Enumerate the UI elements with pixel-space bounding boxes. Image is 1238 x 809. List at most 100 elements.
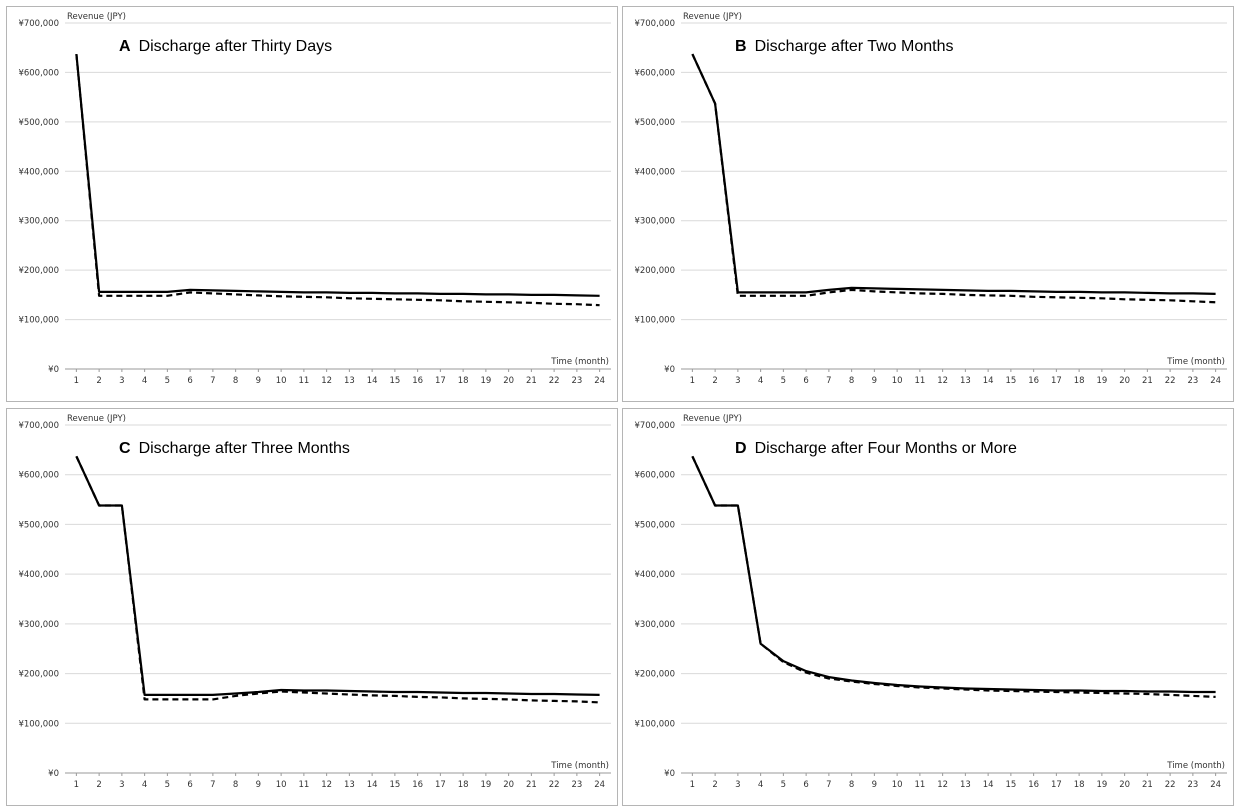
chart-d-x-tick-label: 15 xyxy=(1005,780,1016,790)
chart-d-letter: D xyxy=(735,440,747,457)
chart-d-series-solid-line xyxy=(691,455,1216,694)
chart-b-series-dashed-line xyxy=(691,53,1216,304)
chart-b-x-tick-label: 22 xyxy=(1165,376,1176,386)
chart-b-x-tick-label: 12 xyxy=(937,376,948,386)
chart-b-y-tick-label: ¥600,000 xyxy=(634,68,675,78)
chart-b-x-tick-label: 13 xyxy=(960,376,971,386)
chart-c-x-tick-label: 17 xyxy=(435,780,446,790)
chart-d-x-tick-label: 22 xyxy=(1165,780,1176,790)
chart-d-series-dashed-line xyxy=(691,455,1216,698)
chart-d-y-tick-label: ¥400,000 xyxy=(634,570,675,580)
chart-a-x-tick-label: 10 xyxy=(276,376,287,386)
chart-c-title-text: Discharge after Three Months xyxy=(139,440,350,457)
chart-c-x-axis-title: Time (month) xyxy=(550,761,609,771)
chart-b-x-axis-title: Time (month) xyxy=(1166,357,1225,367)
chart-a-x-tick-label: 5 xyxy=(165,376,170,386)
chart-d-y-tick-label: ¥0 xyxy=(664,769,675,779)
chart-c-x-tick-label: 12 xyxy=(321,780,332,790)
chart-panel-c: ¥0 ¥100,000 ¥200,000 ¥300,000 ¥400,000 ¥500,0… xyxy=(6,408,618,806)
chart-a-x-tick-label: 18 xyxy=(458,376,469,386)
line-chart-a: ¥0 ¥100,000 ¥200,000 ¥300,000 ¥400,000 ¥500,0… xyxy=(18,12,611,386)
chart-c-y-tick-label: ¥100,000 xyxy=(18,719,59,729)
chart-a-title: A Discharge after Thirty Days xyxy=(119,38,332,55)
chart-b-y-tick-label: ¥300,000 xyxy=(634,217,675,227)
chart-b-x-tick-label: 1 xyxy=(690,376,695,386)
line-chart-b: ¥0 ¥100,000 ¥200,000 ¥300,000 ¥400,000 ¥500,0… xyxy=(634,12,1227,386)
chart-c-x-tick-label: 5 xyxy=(165,780,170,790)
chart-panel-d: ¥0 ¥100,000 ¥200,000 ¥300,000 ¥400,000 ¥500,0… xyxy=(622,408,1234,806)
chart-d-y-tick-label: ¥100,000 xyxy=(634,719,675,729)
chart-a-x-tick-label: 17 xyxy=(435,376,446,386)
chart-a-y-tick-label: ¥300,000 xyxy=(18,217,59,227)
chart-b-letter: B xyxy=(735,38,747,55)
chart-d-x-tick-label: 23 xyxy=(1187,780,1198,790)
chart-b-x-tick-label: 10 xyxy=(892,376,903,386)
chart-a-y-tick-label: ¥0 xyxy=(48,365,59,375)
chart-c-x-tick-label: 2 xyxy=(96,780,101,790)
chart-a-y-tick-label: ¥600,000 xyxy=(18,68,59,78)
chart-d-x-tick-label: 1 xyxy=(690,780,695,790)
chart-b-x-tick-label: 7 xyxy=(826,376,831,386)
chart-c-x-tick-label: 16 xyxy=(412,780,423,790)
chart-d-x-tick-label: 6 xyxy=(803,780,808,790)
chart-b-x-tick-label: 18 xyxy=(1074,376,1085,386)
chart-b-x-tick-label: 20 xyxy=(1119,376,1130,386)
chart-a-x-tick-label: 15 xyxy=(389,376,400,386)
chart-d-x-tick-label: 3 xyxy=(735,780,740,790)
chart-a-y-tick-label: ¥200,000 xyxy=(18,266,59,276)
chart-b-x-tick-label: 3 xyxy=(735,376,740,386)
chart-c-x-tick-label: 15 xyxy=(389,780,400,790)
chart-c-x-tick-label: 6 xyxy=(187,780,192,790)
chart-panel-b: ¥0 ¥100,000 ¥200,000 ¥300,000 ¥400,000 ¥500,0… xyxy=(622,6,1234,402)
chart-d-title-text: Discharge after Four Months or More xyxy=(755,440,1017,457)
chart-b-x-tick-label: 9 xyxy=(872,376,877,386)
chart-d-y-tick-label: ¥300,000 xyxy=(634,620,675,630)
chart-b-x-tick-label: 16 xyxy=(1028,376,1039,386)
chart-c-y-axis-title: Revenue (JPY) xyxy=(67,414,126,424)
chart-a-x-tick-label: 3 xyxy=(119,376,124,386)
chart-c-letter: C xyxy=(119,440,131,457)
chart-b-x-tick-label: 4 xyxy=(758,376,763,386)
chart-a-y-tick-label: ¥100,000 xyxy=(18,316,59,326)
chart-d-x-tick-label: 17 xyxy=(1051,780,1062,790)
chart-d-y-tick-label: ¥600,000 xyxy=(634,471,675,481)
chart-d-x-tick-label: 24 xyxy=(1210,780,1221,790)
chart-d-y-axis-title: Revenue (JPY) xyxy=(683,414,742,424)
chart-a-x-tick-label: 7 xyxy=(210,376,215,386)
chart-a-series-solid-line xyxy=(75,53,600,297)
chart-d-x-tick-label: 12 xyxy=(937,780,948,790)
chart-c-y-tick-label: ¥400,000 xyxy=(18,570,59,580)
chart-d-y-tick-label: ¥500,000 xyxy=(634,520,675,530)
chart-a-y-axis-title: Revenue (JPY) xyxy=(67,12,126,22)
chart-c-x-tick-label: 7 xyxy=(210,780,215,790)
chart-a-x-tick-label: 6 xyxy=(187,376,192,386)
chart-d-x-tick-label: 4 xyxy=(758,780,763,790)
chart-d-x-tick-label: 13 xyxy=(960,780,971,790)
line-chart-d: ¥0 ¥100,000 ¥200,000 ¥300,000 ¥400,000 ¥500,0… xyxy=(634,414,1227,790)
chart-c-series-dashed-line xyxy=(75,455,600,704)
chart-c-x-tick-label: 19 xyxy=(480,780,491,790)
chart-a-x-tick-label: 12 xyxy=(321,376,332,386)
chart-b-y-tick-label: ¥100,000 xyxy=(634,316,675,326)
chart-a-x-tick-label: 13 xyxy=(344,376,355,386)
chart-d-x-tick-label: 8 xyxy=(849,780,854,790)
chart-a-x-tick-label: 20 xyxy=(503,376,514,386)
chart-c-y-tick-label: ¥600,000 xyxy=(18,471,59,481)
line-chart-c: ¥0 ¥100,000 ¥200,000 ¥300,000 ¥400,000 ¥500,0… xyxy=(18,414,611,790)
chart-b-y-tick-label: ¥700,000 xyxy=(634,19,675,29)
chart-d-x-tick-label: 2 xyxy=(712,780,717,790)
chart-b-series-solid-line xyxy=(691,53,1216,295)
chart-c-x-tick-label: 3 xyxy=(119,780,124,790)
chart-c-title: C Discharge after Three Months xyxy=(119,440,350,457)
chart-c-x-tick-label: 21 xyxy=(526,780,537,790)
chart-a-series-dashed-line xyxy=(75,53,600,307)
chart-b-x-tick-label: 15 xyxy=(1005,376,1016,386)
chart-a-y-tick-label: ¥400,000 xyxy=(18,167,59,177)
chart-panel-a: ¥0 ¥100,000 ¥200,000 ¥300,000 ¥400,000 ¥500,0… xyxy=(6,6,618,402)
chart-b-x-tick-label: 24 xyxy=(1210,376,1221,386)
chart-a-x-axis-title: Time (month) xyxy=(550,357,609,367)
chart-a-y-tick-label: ¥500,000 xyxy=(18,118,59,128)
chart-c-y-tick-label: ¥300,000 xyxy=(18,620,59,630)
chart-c-x-tick-label: 8 xyxy=(233,780,238,790)
chart-d-x-tick-label: 14 xyxy=(983,780,994,790)
